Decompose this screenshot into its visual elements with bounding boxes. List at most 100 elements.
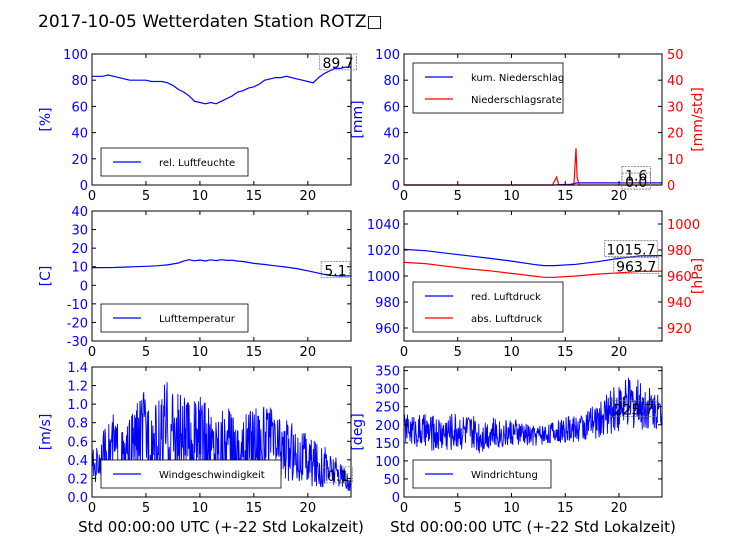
y2-tick-label-pressure: 980: [667, 244, 692, 259]
x-tick-label-precipitation: 0: [400, 189, 408, 204]
y-tick-label-windspeed: 1.0: [67, 398, 88, 413]
axes-frame-humidity: [91, 53, 352, 186]
x-tick-label-temperature: 10: [192, 345, 209, 360]
x-tick-label-temperature: 0: [88, 345, 96, 360]
y-axis-label-windspeed: [m/s]: [38, 414, 54, 451]
figure-title: 2017-10-05 Wetterdaten Station ROTZ□: [38, 12, 383, 32]
y-tick-label-precipitation: 40: [383, 127, 400, 142]
y-tick-label-precipitation: 60: [383, 100, 400, 115]
y-tick-label-winddirection: 300: [375, 383, 400, 398]
y-tick-label-pressure: 1000: [367, 270, 400, 285]
y-tick-label-humidity: 0: [80, 179, 88, 194]
y-tick-label-precipitation: 80: [383, 74, 400, 89]
y-tick-label-windspeed: 1.2: [67, 380, 88, 395]
y-tick-label-pressure: 980: [375, 296, 400, 311]
axes-frame-winddirection: [403, 366, 663, 498]
y-tick-label-winddirection: 0: [392, 491, 400, 506]
annotation-box-pressure: [613, 257, 660, 275]
chart-pressure: 0 5 10 15 20 960 980 1000 1020 1040 920 940 960 980 10…: [367, 210, 706, 360]
annotation-value-pressure: 963.7: [616, 260, 656, 276]
y-tick-label-pressure: 1040: [367, 218, 400, 233]
y-tick-label-precipitation: 0: [392, 179, 400, 194]
x-tick-label-precipitation: 5: [454, 189, 462, 204]
x-tick-label-humidity: 10: [192, 189, 209, 204]
x-tick-label-winddirection: 15: [557, 501, 574, 516]
y-tick-label-precipitation: 20: [383, 153, 400, 168]
annotation-box-precipitation: [621, 172, 651, 190]
series-line-temperature-0: [92, 259, 352, 277]
y-tick-label-temperature: -30: [67, 335, 88, 350]
y-tick-label-winddirection: 150: [375, 437, 400, 452]
x-tick-label-temperature: 5: [142, 345, 150, 360]
y2-tick-label-precipitation: 50: [667, 48, 684, 63]
y2-tick-label-pressure: 960: [667, 270, 692, 285]
y-tick-label-humidity: 40: [71, 127, 88, 142]
axes-frame-windspeed: [91, 366, 352, 498]
x-tick-label-humidity: 5: [142, 189, 150, 204]
y-tick-label-temperature: 20: [71, 242, 88, 257]
legend-label-windspeed: Windgeschwindigkeit: [159, 470, 265, 481]
legend-label-temperature: Lufttemperatur: [159, 314, 236, 325]
y2-tick-label-precipitation: 30: [667, 100, 684, 115]
x-tick-label-temperature: 20: [300, 345, 317, 360]
series-line-windspeed-0: [91, 382, 352, 491]
y-tick-label-humidity: 60: [71, 100, 88, 115]
y-axis-label-temperature: [C]: [38, 266, 54, 287]
annotation-box-humidity: [319, 53, 357, 71]
x-tick-label-windspeed: 20: [300, 501, 317, 516]
y2-tick-label-pressure: 940: [667, 296, 692, 311]
x-tick-label-winddirection: 0: [400, 501, 408, 516]
y2-tick-label-pressure: 920: [667, 322, 692, 337]
chart-temperature: 0 5 10 15 20 -30 -20 -10 0 10 20 30 40 [C] 5.1 Lufttemp…: [38, 205, 352, 360]
y-tick-label-winddirection: 250: [375, 401, 400, 416]
y2-tick-label-precipitation: 20: [667, 127, 684, 142]
annotation-value-temperature: 5.1: [324, 264, 346, 280]
x-tick-label-humidity: 15: [246, 189, 263, 204]
series-line-pressure-0: [403, 248, 663, 267]
annotation-value-precipitation: 1.6: [625, 169, 647, 185]
x-tick-label-pressure: 20: [611, 345, 628, 360]
x-axis-label-right: Std 00:00:00 UTC (+-22 Std Lokalzeit): [390, 518, 676, 536]
x-tick-label-winddirection: 10: [503, 501, 520, 516]
y-tick-label-windspeed: 1.4: [67, 361, 88, 376]
chart-precipitation: 0 5 10 15 20 0 20 40 60 80 100 0 10 20 30 40 50 [mm] [mm/s…: [350, 48, 706, 204]
x-tick-label-temperature: 15: [246, 345, 263, 360]
axes-frame-precipitation: [403, 53, 663, 186]
y-axis-label-precipitation: [mm]: [350, 100, 366, 138]
y-tick-label-winddirection: 100: [375, 455, 400, 470]
legend-label-precipitation: kum. Niederschlag: [471, 73, 564, 84]
annotation-box-windspeed: [323, 466, 353, 484]
x-tick-label-winddirection: 5: [454, 501, 462, 516]
annotation-value-windspeed: 0.1: [327, 469, 349, 485]
x-tick-label-precipitation: 15: [557, 189, 574, 204]
y2-tick-label-precipitation: 10: [667, 153, 684, 168]
x-tick-label-pressure: 15: [557, 345, 574, 360]
x-tick-label-precipitation: 10: [503, 189, 520, 204]
x-tick-label-windspeed: 15: [246, 501, 263, 516]
y-tick-label-precipitation: 100: [375, 48, 400, 63]
legend-box-precipitation: [412, 62, 564, 114]
y-tick-label-pressure: 960: [375, 322, 400, 337]
y2-tick-label-precipitation: 40: [667, 74, 684, 89]
annotation-box-winddirection: [610, 400, 657, 418]
legend-box-pressure: [412, 281, 564, 333]
y-tick-label-pressure: 1020: [367, 244, 400, 259]
axes-frame-temperature: [91, 210, 352, 342]
annotation-box-pressure: [604, 240, 659, 258]
x-tick-label-pressure: 0: [400, 345, 408, 360]
x-tick-label-winddirection: 20: [611, 501, 628, 516]
chart-humidity: 0 5 10 15 20 0 20 40 60 80 100 [%] 89.7 rel. Luftfeuc…: [38, 48, 357, 204]
legend-label-precipitation: Niederschlagsrate: [471, 95, 562, 106]
y-tick-label-temperature: 40: [71, 205, 88, 220]
annotation-box-temperature: [320, 261, 351, 278]
y-tick-label-temperature: -10: [67, 298, 88, 313]
x-tick-label-pressure: 10: [503, 345, 520, 360]
y-tick-label-humidity: 20: [71, 153, 88, 168]
chart-windspeed: 0 5 10 15 20 0.0 0.2 0.4 0.6 0.8 1.0 1.2 1.4 [m/s] 0.1…: [38, 361, 353, 516]
y-tick-label-humidity: 100: [63, 48, 88, 63]
y-tick-label-temperature: 30: [71, 224, 88, 239]
x-tick-label-windspeed: 5: [142, 501, 150, 516]
x-tick-label-windspeed: 10: [192, 501, 209, 516]
y-axis-label-winddirection: [deg]: [350, 413, 366, 450]
